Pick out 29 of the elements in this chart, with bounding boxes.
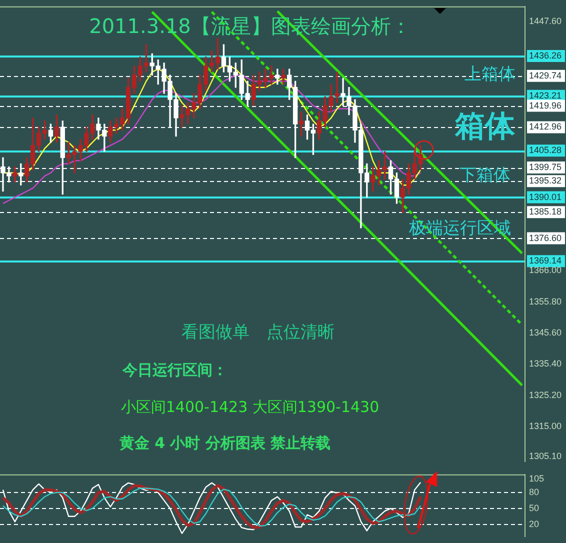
y-tick-label: 1390.01 [529,192,562,202]
annotation: 下箱体 [460,165,510,186]
annotation: 小区间1400-1423 大区间1390-1430 [120,398,380,416]
y-tick-label: 1395.32 [529,176,562,186]
y-tick-label: 80 [529,486,540,497]
y-tick-label: 1345.60 [529,327,562,338]
annotation: 黄金 4 小时 分析图表 禁止转载 [118,434,331,452]
y-tick-label: 1429.74 [529,70,562,80]
y-tick-label: 1325.20 [529,390,562,400]
y-tick-label: 1419.96 [529,100,562,110]
y-tick-label: 1405.28 [529,145,562,156]
annotation: 看图做单 点位清晰 [182,322,334,342]
y-tick-label: 1369.14 [529,256,562,266]
y-tick-label: 1423.21 [529,90,562,100]
y-tick-label: 1412.96 [529,122,562,132]
y-tick-label: 20 [529,518,540,529]
y-tick-label: 1376.60 [529,232,562,243]
y-tick-label: 1447.60 [529,16,562,26]
y-tick-label: 105 [529,474,544,484]
y-tick-label: 1315.00 [529,420,562,431]
y-tick-label: 1385.18 [529,206,562,217]
y-tick-label: 1335.40 [529,358,562,369]
y-tick-label: 1436.26 [529,50,562,60]
y-tick-label: 1305.10 [529,451,562,462]
annotation: 今日运行区间： [122,360,228,379]
y-tick-label: 1399.75 [529,162,562,172]
y-tick-label: 1355.80 [529,296,562,306]
y-tick-label: 50 [529,502,540,513]
y-tick-label: 1366.00 [529,265,562,276]
